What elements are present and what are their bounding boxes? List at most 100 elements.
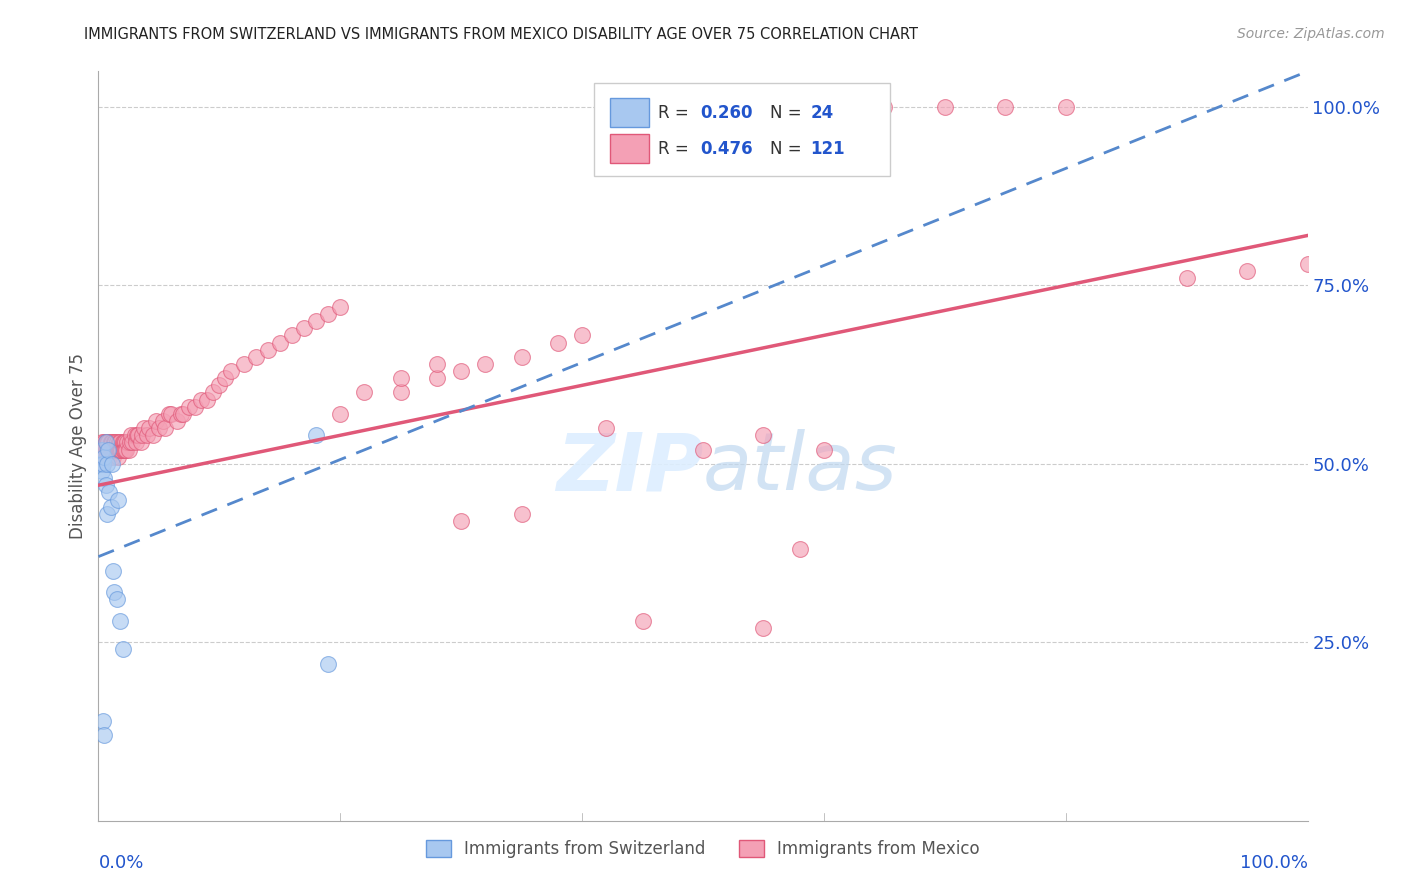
Point [103,442,125,457]
Point [108,442,131,457]
Point [172,407,194,421]
Point [426,371,449,385]
Text: 100.0%: 100.0% [1240,855,1308,872]
Point [160,407,183,421]
Point [112,442,135,457]
Point [426,357,449,371]
Point [631,614,654,628]
Point [91,442,114,457]
Point [125,435,148,450]
Point [93,450,115,464]
Point [103,435,125,450]
Point [91,435,114,450]
Point [96,435,118,450]
Text: 24: 24 [811,103,834,121]
Point [1236,264,1258,278]
Point [114,442,136,457]
Point [108,442,131,457]
Point [98,442,121,457]
Point [305,428,328,442]
Point [127,428,149,442]
Point [104,435,127,450]
Point [98,485,121,500]
Text: ZIP: ZIP [555,429,703,508]
Point [100,435,122,450]
Legend: Immigrants from Switzerland, Immigrants from Mexico: Immigrants from Switzerland, Immigrants … [419,833,987,864]
Point [97,442,120,457]
Point [202,385,225,400]
Point [134,421,156,435]
Text: 121: 121 [811,139,845,158]
Point [595,421,617,435]
Point [114,435,136,450]
Point [93,450,115,464]
Text: 0.260: 0.260 [700,103,754,121]
Point [121,435,143,450]
Point [152,414,174,428]
Point [571,328,593,343]
Point [124,428,146,442]
Point [245,350,267,364]
Point [129,435,152,450]
Point [281,328,304,343]
Point [94,478,117,492]
Point [94,450,117,464]
Point [214,371,236,385]
Point [179,400,201,414]
Point [153,421,176,435]
Point [1175,271,1198,285]
Point [108,435,131,450]
Point [105,592,128,607]
Point [142,428,165,442]
Point [1054,100,1077,114]
Text: R =: R = [658,103,695,121]
FancyBboxPatch shape [595,83,890,177]
Point [101,442,124,457]
Text: atlas: atlas [703,429,898,508]
Point [510,507,533,521]
Point [148,421,170,435]
Point [108,435,131,450]
Point [91,442,114,457]
Point [93,471,115,485]
Point [195,392,218,407]
Point [232,357,254,371]
Point [316,657,339,671]
Point [100,442,122,457]
Point [94,435,117,450]
Point [108,614,131,628]
Point [157,407,180,421]
Point [96,442,118,457]
Point [98,450,121,464]
Point [450,514,472,528]
Point [90,457,112,471]
Text: R =: R = [658,139,695,158]
Point [105,435,128,450]
Text: N =: N = [769,103,807,121]
Point [97,435,120,450]
Point [221,364,243,378]
Point [166,414,188,428]
Point [91,457,114,471]
Point [100,500,122,514]
Point [169,407,191,421]
Point [104,442,127,457]
Point [813,442,835,457]
Point [813,100,835,114]
Point [107,492,129,507]
Point [91,450,114,464]
Point [184,400,207,414]
Point [269,335,291,350]
Point [208,378,231,392]
Point [103,585,125,599]
Point [112,435,135,450]
Point [474,357,496,371]
Point [316,307,339,321]
Point [292,321,315,335]
Point [873,100,896,114]
Point [111,435,134,450]
Point [101,450,124,464]
Point [329,300,352,314]
Point [118,435,141,450]
Point [389,371,412,385]
